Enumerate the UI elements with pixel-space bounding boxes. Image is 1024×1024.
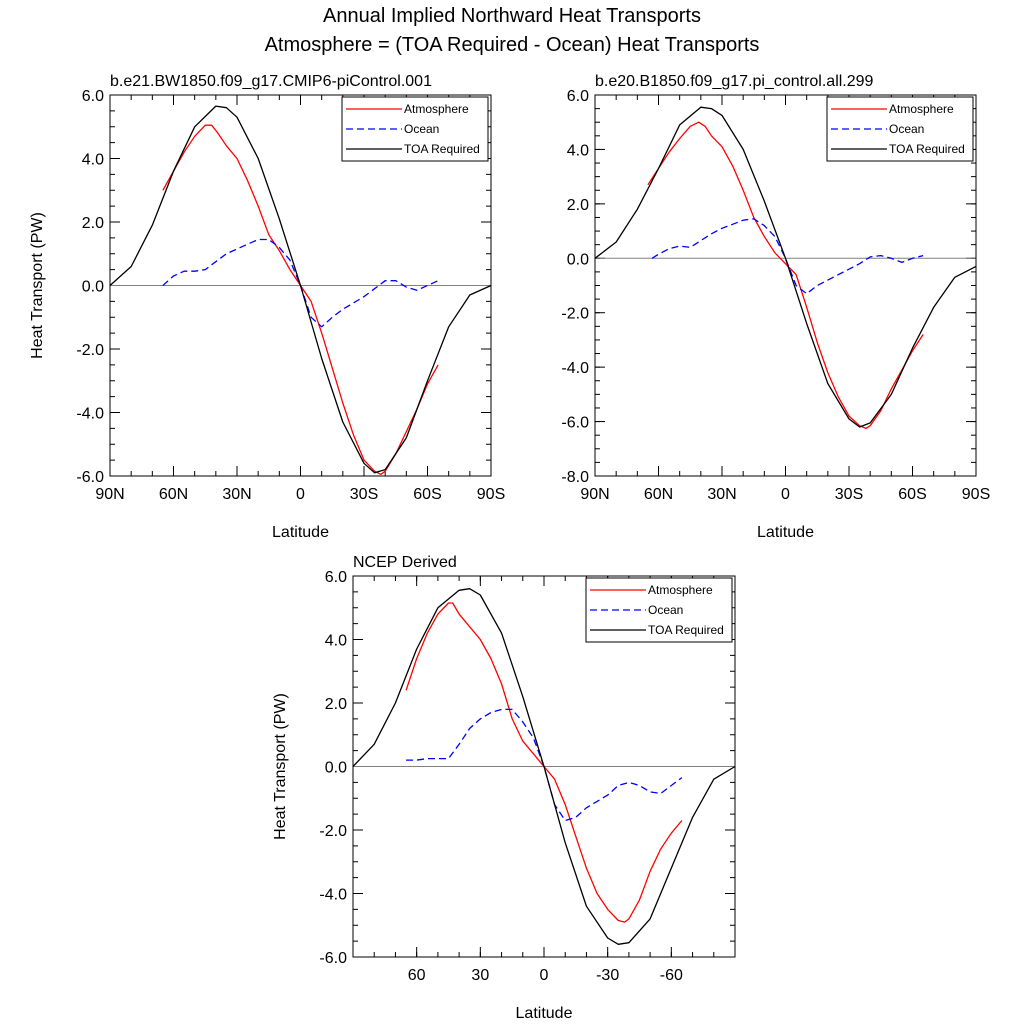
series-line-atmosphere (647, 121, 924, 430)
panel-title: b.e21.BW1850.f09_g17.CMIP6-piControl.001 (110, 73, 432, 90)
y-tick-label: 2.0 (82, 215, 104, 232)
legend-label-ocean: Ocean (404, 122, 439, 136)
y-tick-label: 6.0 (567, 88, 589, 105)
legend-box (826, 96, 974, 162)
chart-panel-1: b.e21.BW1850.f09_g17.CMIP6-piControl.001… (29, 73, 505, 541)
x-tick-label: 60N (159, 486, 188, 503)
series-line-atmosphere (405, 602, 683, 923)
plot-frame (352, 575, 736, 958)
y-tick-label: -2.0 (319, 823, 347, 840)
y-tick-label: 4.0 (567, 142, 589, 159)
x-axis-label: Latitude (757, 524, 814, 541)
y-tick-label: -6.0 (561, 415, 589, 432)
y-tick-label: -4.0 (76, 406, 104, 423)
x-tick-label: 0 (781, 486, 790, 503)
y-tick-label: 6.0 (82, 88, 104, 105)
y-tick-label: 2.0 (325, 696, 347, 713)
plot-frame (109, 94, 492, 477)
y-tick-label: 4.0 (325, 633, 347, 650)
plot-frame (594, 94, 977, 477)
y-tick-label: -8.0 (561, 469, 589, 486)
y-tick-label: -2.0 (561, 306, 589, 323)
series-line-atmosphere (162, 124, 439, 476)
y-tick-label: 2.0 (567, 197, 589, 214)
legend-label-ocean: Ocean (889, 122, 924, 136)
y-tick-label: -6.0 (319, 950, 347, 967)
x-tick-label: -60 (660, 967, 683, 984)
x-tick-label: 60N (644, 486, 673, 503)
y-tick-label: 4.0 (82, 152, 104, 169)
y-tick-label: -2.0 (76, 342, 104, 359)
x-axis-label: Latitude (272, 524, 329, 541)
series-line-ocean (651, 218, 924, 295)
legend: Atmosphere Ocean TOA Required (585, 577, 733, 643)
legend-label-atmosphere: Atmosphere (889, 102, 954, 116)
legend: Atmosphere Ocean TOA Required (341, 96, 489, 162)
x-tick-label: 0 (296, 486, 305, 503)
figure-title-line2: Atmosphere = (TOA Required - Ocean) Heat… (265, 34, 760, 56)
panel-title: b.e20.B1850.f09_g17.pi_control.all.299 (595, 73, 874, 90)
y-axis-label: Heat Transport (PW) (272, 693, 289, 840)
x-tick-label: 90N (95, 486, 124, 503)
y-tick-label: -4.0 (561, 360, 589, 377)
series-line-toa-required (352, 588, 736, 945)
y-tick-label: 0.0 (567, 251, 589, 268)
x-tick-label: 60S (413, 486, 441, 503)
x-axis-label: Latitude (516, 1005, 573, 1022)
legend-label-toa-required: TOA Required (648, 623, 724, 637)
y-tick-label: 0.0 (82, 279, 104, 296)
x-tick-label: 30S (350, 486, 378, 503)
legend-label-ocean: Ocean (648, 603, 683, 617)
x-tick-label: 60S (898, 486, 926, 503)
legend-label-toa-required: TOA Required (404, 142, 480, 156)
x-tick-label: 90S (477, 486, 505, 503)
chart-panel-2: b.e20.B1850.f09_g17.pi_control.all.299 -8… (561, 73, 990, 541)
y-tick-label: -6.0 (76, 469, 104, 486)
y-axis-label: Heat Transport (PW) (29, 212, 46, 359)
panel-title: NCEP Derived (353, 554, 457, 571)
series-line-toa-required (594, 106, 977, 428)
legend-label-atmosphere: Atmosphere (648, 583, 713, 597)
chart-panel-3: NCEP Derived -6.0 -4.0 -2.0 0.0 2.0 4.0 6.0 60 30… (272, 554, 736, 1022)
x-tick-label: 30N (222, 486, 251, 503)
legend-label-atmosphere: Atmosphere (404, 102, 469, 116)
x-tick-label: 30S (835, 486, 863, 503)
x-tick-label: 30N (707, 486, 736, 503)
x-tick-label: 0 (540, 967, 549, 984)
x-tick-label: 90N (580, 486, 609, 503)
series-line-ocean (162, 238, 439, 328)
series-line-toa-required (109, 105, 492, 474)
x-tick-label: -30 (596, 967, 619, 984)
legend-box (341, 96, 489, 162)
legend-label-toa-required: TOA Required (889, 142, 965, 156)
legend-box (585, 577, 733, 643)
figure-title-line1: Annual Implied Northward Heat Transports (323, 5, 701, 27)
legend: Atmosphere Ocean TOA Required (826, 96, 974, 162)
x-tick-label: 30 (471, 967, 489, 984)
y-tick-label: 6.0 (325, 569, 347, 586)
y-tick-label: 0.0 (325, 760, 347, 777)
x-tick-label: 60 (408, 967, 426, 984)
x-tick-label: 90S (962, 486, 990, 503)
y-tick-label: -4.0 (319, 887, 347, 904)
